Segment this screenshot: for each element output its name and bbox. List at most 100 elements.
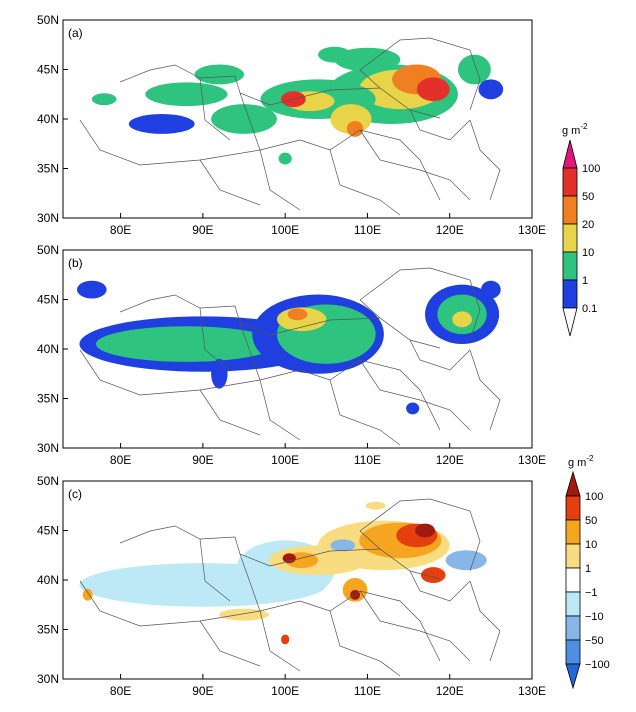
colorbar-bottom-label-5: −10 bbox=[585, 611, 604, 623]
panel-b-borders bbox=[79, 267, 501, 446]
panel-a-field-blob-9 bbox=[145, 82, 228, 107]
panel-c-axes: 80E 90E 100E 110E 120E 130E 50N 45N 40N 35N 30N bbox=[37, 474, 546, 698]
panel-a-field-blob-3 bbox=[416, 77, 450, 102]
panel-a-field-blob-12 bbox=[194, 64, 245, 85]
panel-c-ytick-label-0: 50N bbox=[37, 474, 59, 488]
panel-b-label: (b) bbox=[68, 256, 83, 270]
colorbar-bottom-label-3: 1 bbox=[585, 563, 591, 575]
panel-c-xtick-label-1: 90E bbox=[192, 684, 213, 698]
panel-a-field-blob-15 bbox=[278, 152, 292, 165]
panel-a-field-blob-10 bbox=[128, 114, 195, 134]
panel-c-xtick-label-3: 110E bbox=[354, 684, 381, 698]
colorbar-bottom-segment-1 bbox=[565, 495, 581, 521]
panel-c-ytick-label-2: 40N bbox=[37, 573, 59, 587]
colorbar-top-label-1: 50 bbox=[582, 191, 594, 203]
colorbar-top-segment-4 bbox=[562, 251, 578, 281]
panel-c-field-blob-6 bbox=[268, 545, 368, 576]
colorbar-top-unit: g m-2 bbox=[562, 122, 588, 137]
panel-a-xtick-label-1: 90E bbox=[192, 223, 213, 237]
colorbar-bottom-label-0: 100 bbox=[585, 491, 603, 503]
panel-b-xtick-label-0: 80E bbox=[110, 453, 131, 467]
colorbar-bottom-arrow-down bbox=[565, 663, 581, 690]
panel-c-field-blob-5 bbox=[415, 523, 435, 538]
panel-c-borders bbox=[79, 498, 501, 677]
panel-a-xtick-label-5: 130E bbox=[518, 223, 546, 237]
panel-a-ytick-label-4: 30N bbox=[37, 211, 59, 225]
panel-b-xtick-label-2: 100E bbox=[271, 453, 299, 467]
panel-a-field-blob-14 bbox=[478, 79, 504, 100]
colorbar-bottom-segment-3 bbox=[565, 543, 581, 569]
panel-b-field bbox=[76, 280, 501, 415]
panel-b-xtick-label-5: 130E bbox=[518, 453, 546, 467]
panel-a-ytick-label-2: 40N bbox=[37, 112, 59, 126]
colorbar-bottom-label-7: −100 bbox=[585, 659, 610, 671]
colorbar-bottom-segment-2 bbox=[565, 519, 581, 545]
panel-a-borders bbox=[79, 37, 501, 216]
panel-b-field-blob-12 bbox=[480, 280, 501, 299]
panel-a: (a) 80E 90E 100E 110E 120E 130E 50N 45N 40N 35N 30… bbox=[37, 13, 546, 237]
panel-b-ytick-label-2: 40N bbox=[37, 342, 59, 356]
panel-a-field bbox=[91, 46, 504, 165]
panel-a-field-blob-16 bbox=[91, 93, 117, 106]
panel-c-field bbox=[79, 501, 487, 645]
panel-b-ytick-label-4: 30N bbox=[37, 441, 59, 455]
panel-c-xtick-label-4: 120E bbox=[436, 684, 464, 698]
colorbar-top-arrow-up bbox=[562, 139, 578, 169]
panel-b-field-blob-11 bbox=[406, 402, 420, 415]
colorbar-bottom-segment-5 bbox=[565, 591, 581, 617]
panel-a-xtick-label-2: 100E bbox=[271, 223, 299, 237]
panel-a-xtick-label-3: 110E bbox=[354, 223, 381, 237]
colorbar-top-label-5: 0.1 bbox=[582, 303, 597, 315]
panel-b: (b) 80E 90E 100E 110E 120E 130E 50N 45N 40N 35N 30… bbox=[37, 243, 546, 467]
panel-b-field-blob-9 bbox=[76, 280, 107, 299]
colorbar-bottom-label-1: 50 bbox=[585, 515, 597, 527]
panel-c-field-blob-17 bbox=[365, 501, 386, 510]
colorbar-top-label-2: 20 bbox=[582, 219, 594, 231]
colorbar-bottom-label-2: 10 bbox=[585, 539, 597, 551]
panel-c-ytick-label-1: 45N bbox=[37, 524, 59, 538]
colorbar-top-label-3: 10 bbox=[582, 247, 594, 259]
colorbar-bottom-label-4: −1 bbox=[585, 587, 598, 599]
colorbar-bottom-unit: g m-2 bbox=[568, 454, 594, 469]
colorbar-top-label-4: 1 bbox=[582, 275, 588, 287]
panel-a-field-blob-11 bbox=[211, 104, 277, 134]
panel-a-ytick-label-3: 35N bbox=[37, 162, 59, 176]
panel-b-field-blob-5 bbox=[287, 308, 308, 321]
panel-c-ytick-label-3: 35N bbox=[37, 623, 59, 637]
panel-c-field-blob-10 bbox=[350, 589, 361, 600]
panel-c-field-blob-11 bbox=[445, 550, 487, 571]
panel-c-field-blob-8 bbox=[282, 553, 296, 564]
colorbar-bottom: g m-2 100 50 10 1 −1 −10 −50 −100 bbox=[565, 454, 610, 690]
panel-c-field-blob-14 bbox=[281, 634, 290, 645]
colorbar-top-label-0: 100 bbox=[582, 163, 600, 175]
panel-b-ytick-label-3: 35N bbox=[37, 392, 59, 406]
colorbar-bottom-arrow-up bbox=[565, 470, 581, 497]
panel-b-axes: 80E 90E 100E 110E 120E 130E 50N 45N 40N 35N 30N bbox=[37, 243, 546, 467]
panel-c-xtick-label-0: 80E bbox=[110, 684, 131, 698]
panel-a-ytick-label-1: 45N bbox=[37, 63, 59, 77]
colorbar-bottom-segment-4 bbox=[565, 567, 581, 593]
colorbar-top-arrow-down bbox=[562, 307, 578, 337]
panel-b-field-blob-1 bbox=[95, 326, 277, 362]
panel-a-ytick-label-0: 50N bbox=[37, 13, 59, 27]
panel-c-ytick-label-4: 30N bbox=[37, 672, 59, 686]
colorbar-top-segment-3 bbox=[562, 223, 578, 253]
colorbar-bottom-segments: 100 50 10 1 −1 −10 −50 −100 bbox=[565, 470, 610, 690]
panel-c-field-blob-16 bbox=[82, 588, 93, 601]
colorbar-top-segments: 100 50 20 10 1 0.1 bbox=[562, 139, 600, 337]
panel-c: (c) 80E 90E 100E 110E 120E 130E 50N 45N 40N 35N 30… bbox=[37, 474, 546, 698]
panel-b-ytick-label-1: 45N bbox=[37, 293, 59, 307]
panel-a-field-blob-18 bbox=[318, 46, 351, 63]
panel-a-field-blob-8 bbox=[346, 120, 364, 137]
colorbar-top: g m-2 100 50 20 10 1 0.1 bbox=[562, 122, 600, 337]
panel-a-field-blob-17 bbox=[334, 47, 401, 72]
colorbar-top-segment-5 bbox=[562, 279, 578, 309]
panel-c-field-blob-12 bbox=[330, 539, 356, 552]
panel-b-field-blob-8 bbox=[452, 311, 472, 328]
panel-b-xtick-label-1: 90E bbox=[192, 453, 213, 467]
panel-c-label: (c) bbox=[68, 487, 82, 501]
panel-c-xtick-label-2: 100E bbox=[271, 684, 299, 698]
colorbar-bottom-segment-6 bbox=[565, 615, 581, 641]
colorbar-top-segment-1 bbox=[562, 167, 578, 197]
